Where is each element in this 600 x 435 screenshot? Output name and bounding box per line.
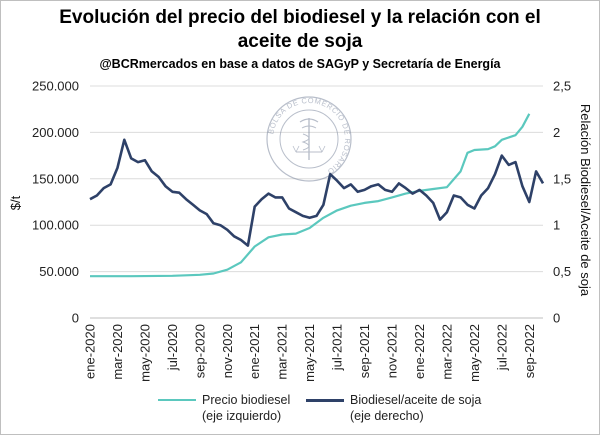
legend-label-line: (eje derecho) <box>350 409 424 423</box>
legend-swatch <box>306 399 344 402</box>
y-tick-label-left: 250.000 <box>32 79 79 94</box>
x-tick-label: mar-2022 <box>439 324 454 380</box>
x-tick-label: ene-2022 <box>412 324 427 379</box>
grid-lines <box>90 85 543 319</box>
legend-label: Biodiesel/aceite de soja (eje derecho) <box>350 392 481 424</box>
y-axis-label-left: $/t <box>8 195 23 210</box>
x-tick-label: jul-2020 <box>165 324 180 371</box>
x-tick-label: mar-2021 <box>275 324 290 380</box>
x-tick-label: may-2022 <box>467 324 482 382</box>
series-group <box>89 113 545 278</box>
x-tick-label: mar-2020 <box>110 324 125 380</box>
bcr-seal-logo: BOLSA DE COMERCIO DE ROSARIO <box>266 96 352 182</box>
y-tick-label-right: 0 <box>553 311 560 326</box>
x-tick-label: nov-2020 <box>220 324 235 378</box>
y-tick-label-left: 50.000 <box>39 264 79 279</box>
y-tick-label-left: 0 <box>72 311 79 326</box>
y-tick-label-right: 0,5 <box>553 264 571 279</box>
x-tick-label: sep-2021 <box>357 324 372 378</box>
x-tick-label: sep-2020 <box>192 324 207 378</box>
x-tick-label: jul-2021 <box>330 324 345 371</box>
y-tick-label-left: 200.000 <box>32 125 79 140</box>
x-tick-label: nov-2021 <box>385 324 400 378</box>
x-tick-label: may-2021 <box>302 324 317 382</box>
x-tick-label: sep-2022 <box>522 324 537 378</box>
series-line-biodiesel-oil-ratio <box>89 138 545 247</box>
y-tick-label-right: 2 <box>553 125 560 140</box>
legend-label-line: Precio biodiesel <box>202 393 291 407</box>
tick-labels: 0 50.000 100.000 150.000 200.000 250.000 0 0,5 1… <box>32 79 571 382</box>
x-tick-label: ene-2020 <box>83 324 98 379</box>
x-tick-label: may-2020 <box>137 324 152 382</box>
y-tick-label-right: 2,5 <box>553 79 571 94</box>
legend-label-line: Biodiesel/aceite de soja <box>350 393 482 407</box>
y-tick-label-right: 1 <box>553 218 560 233</box>
chart-title: Evolución del precio del biodiesel y la … <box>59 7 541 52</box>
y-tick-label-left: 150.000 <box>32 171 79 186</box>
legend-label: Precio biodiesel (eje izquierdo) <box>202 392 290 424</box>
y-tick-label-right: 1,5 <box>553 171 571 186</box>
y-tick-label-left: 100.000 <box>32 218 79 233</box>
chart-subtitle: @BCRmercados en base a datos de SAGyP y … <box>99 57 501 71</box>
legend-label-line: (eje izquierdo) <box>202 409 282 423</box>
series-line-biodiesel-price <box>90 113 531 278</box>
x-tick-label: jul-2022 <box>494 324 509 371</box>
x-tick-label: ene-2021 <box>247 324 262 379</box>
y-axis-label-right: Relación Biodiesel/Aceite de soja <box>578 104 593 297</box>
legend-swatch <box>158 399 196 401</box>
